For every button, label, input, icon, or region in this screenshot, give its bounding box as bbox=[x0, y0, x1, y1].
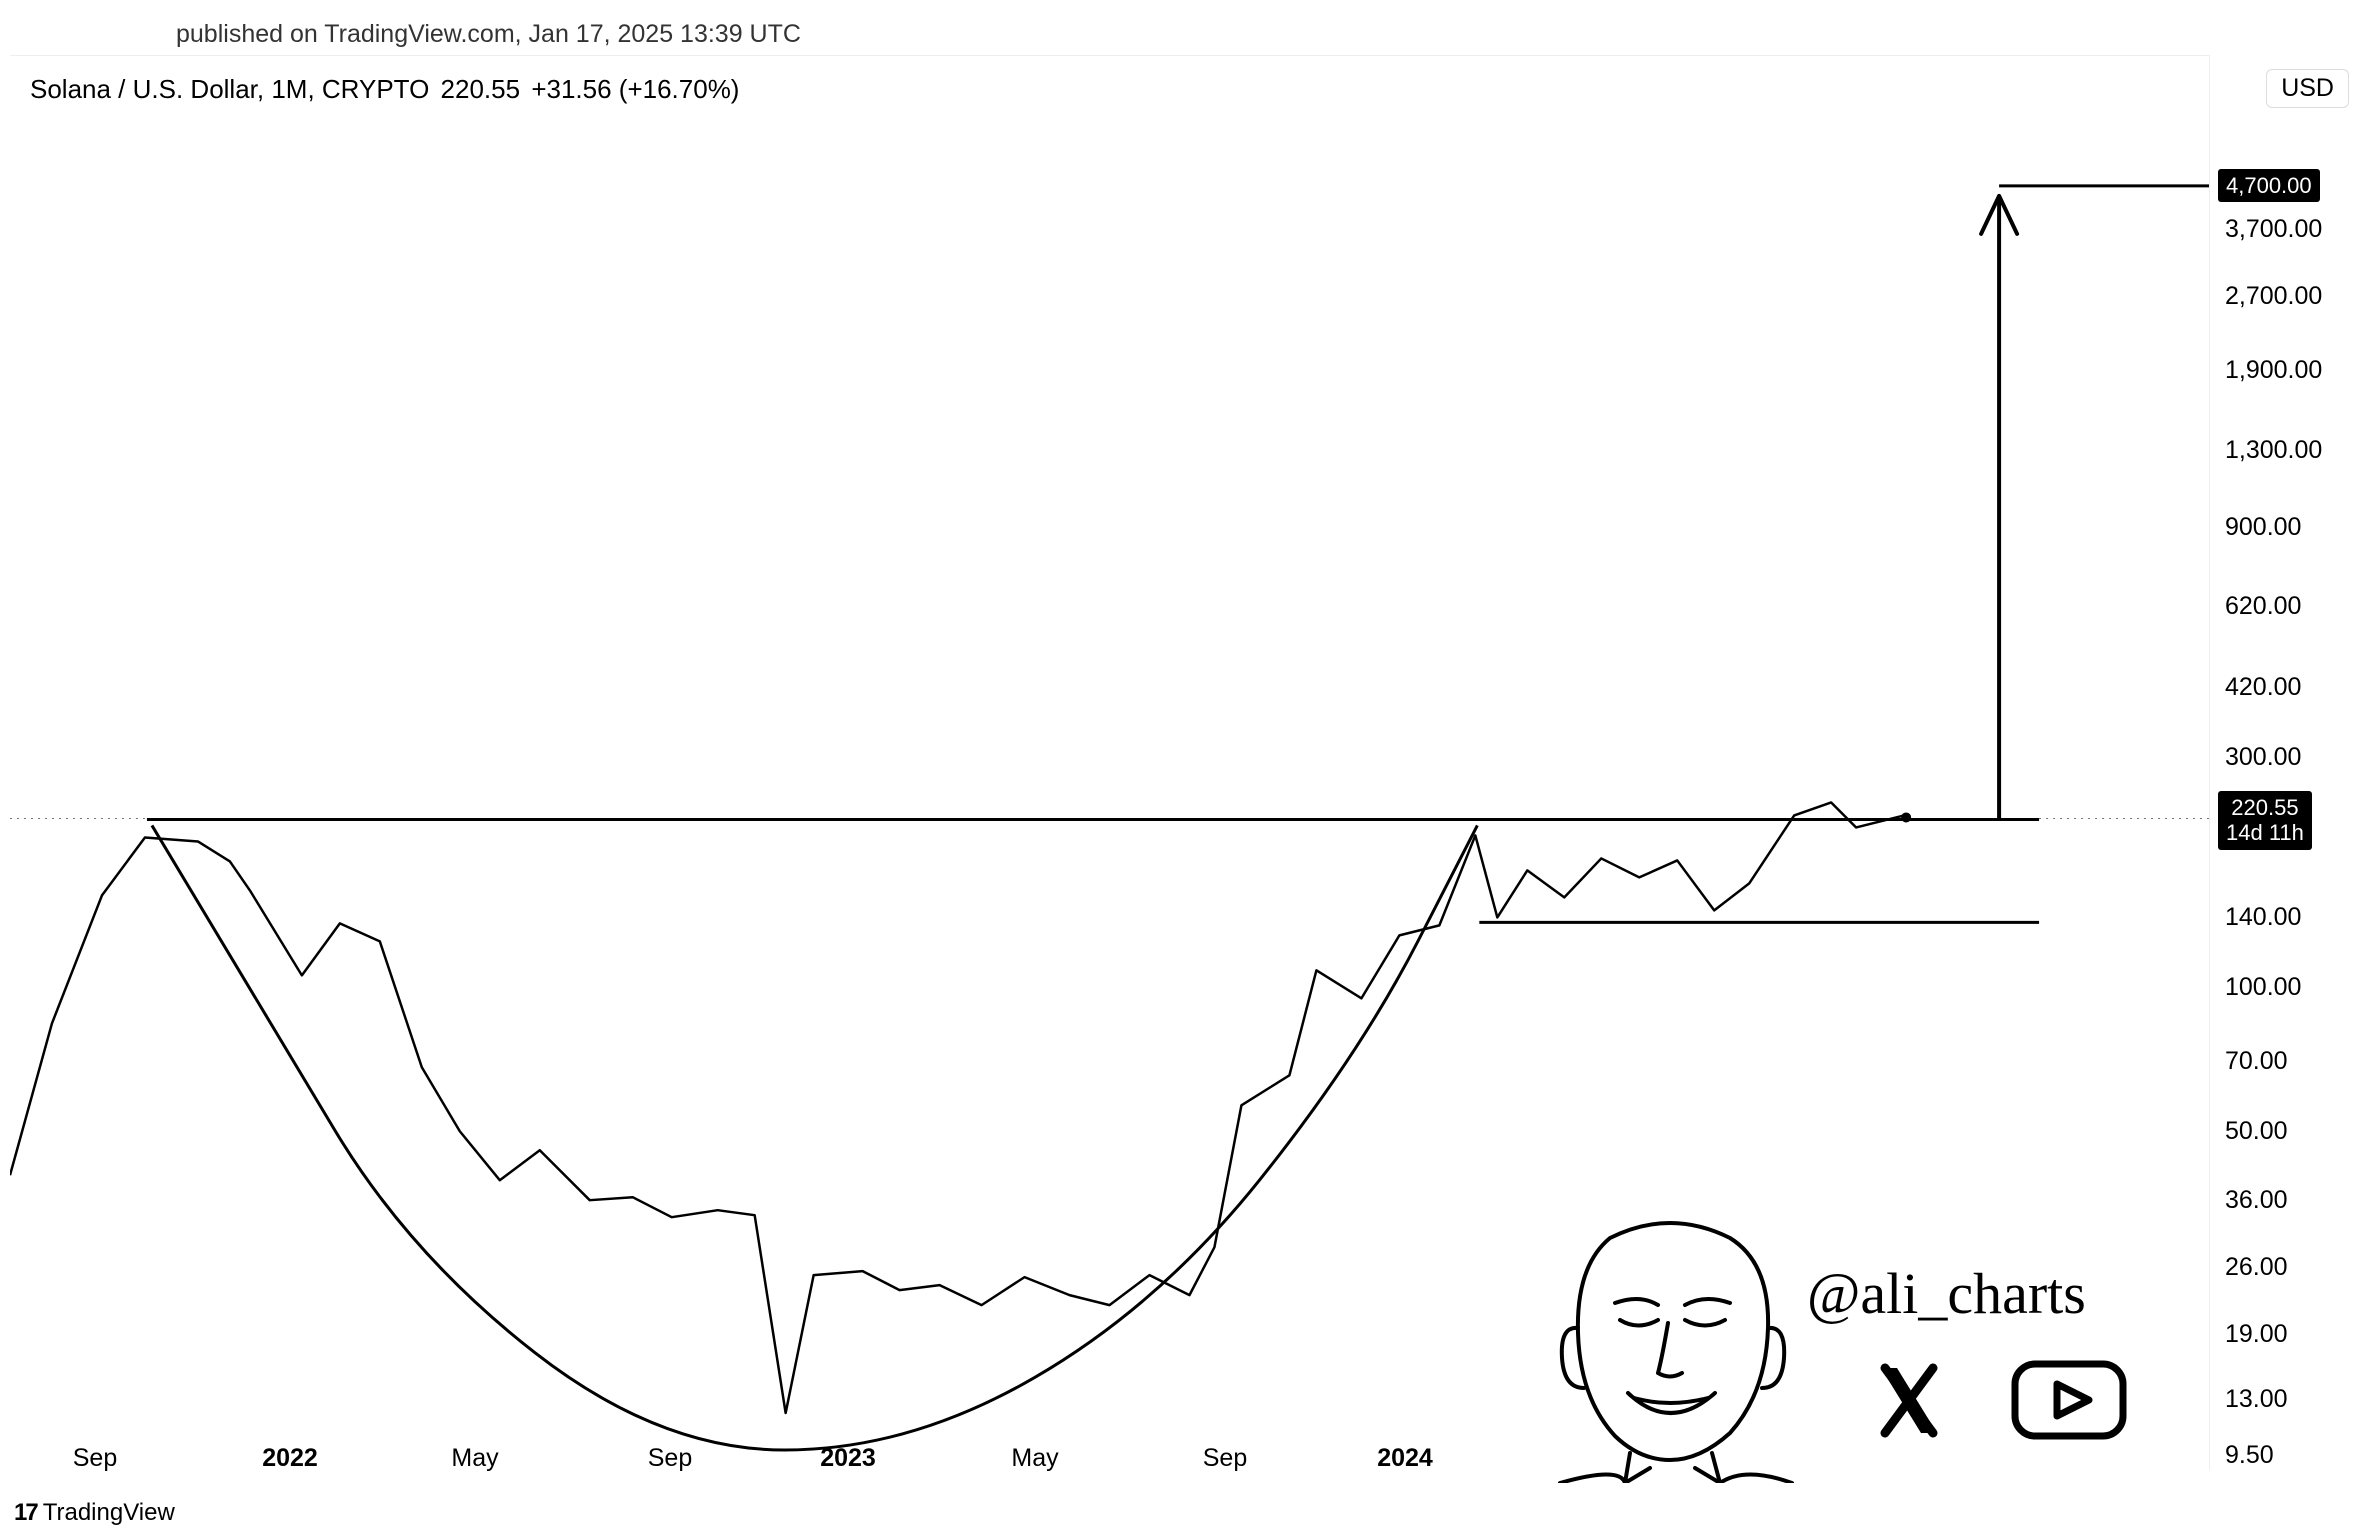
tv-logo-text: TradingView bbox=[43, 1499, 175, 1527]
y-axis-tick: 19.00 bbox=[2225, 1320, 2288, 1349]
x-axis-tick: Sep bbox=[1203, 1444, 1247, 1473]
author-avatar bbox=[1530, 1208, 1810, 1483]
current-price-label: 220.5514d 11h bbox=[2218, 791, 2312, 850]
x-axis-tick: 2024 bbox=[1377, 1444, 1433, 1473]
author-handle: @ali_charts bbox=[1807, 1260, 2086, 1327]
tv-mark-icon: 17 bbox=[14, 1499, 37, 1527]
y-axis-tick: 3,700.00 bbox=[2225, 215, 2322, 244]
y-axis-tick: 50.00 bbox=[2225, 1117, 2288, 1146]
y-axis-tick: 620.00 bbox=[2225, 592, 2301, 621]
y-axis-tick: 420.00 bbox=[2225, 673, 2301, 702]
youtube-icon bbox=[2015, 1364, 2123, 1436]
published-line: published on TradingView.com, Jan 17, 20… bbox=[176, 20, 801, 49]
x-icon bbox=[1881, 1368, 1937, 1433]
x-axis-tick: 2023 bbox=[820, 1444, 876, 1473]
x-axis-tick: May bbox=[451, 1444, 498, 1473]
y-axis: USD 4,700.00 3,700.00 2,700.00 1,900.00 1,30… bbox=[2215, 55, 2355, 1470]
y-axis-tick: 100.00 bbox=[2225, 973, 2301, 1002]
y-axis-tick: 36.00 bbox=[2225, 1186, 2288, 1215]
x-axis-tick: 2022 bbox=[262, 1444, 318, 1473]
y-axis-tick: 1,900.00 bbox=[2225, 356, 2322, 385]
y-axis-tick: 9.50 bbox=[2225, 1441, 2274, 1470]
target-price-label: 4,700.00 bbox=[2218, 169, 2320, 202]
x-axis-tick: Sep bbox=[73, 1444, 117, 1473]
x-axis-tick: Sep bbox=[648, 1444, 692, 1473]
y-axis-tick: 140.00 bbox=[2225, 903, 2301, 932]
chart-svg bbox=[10, 56, 2209, 1470]
x-axis-tick: May bbox=[1011, 1444, 1058, 1473]
y-axis-tick: 1,300.00 bbox=[2225, 436, 2322, 465]
currency-badge[interactable]: USD bbox=[2266, 69, 2349, 108]
y-axis-tick: 300.00 bbox=[2225, 743, 2301, 772]
social-icons bbox=[1875, 1358, 2135, 1453]
y-axis-tick: 70.00 bbox=[2225, 1047, 2288, 1076]
tradingview-logo: 17 TradingView bbox=[14, 1499, 175, 1527]
y-axis-tick: 26.00 bbox=[2225, 1253, 2288, 1282]
y-axis-tick: 900.00 bbox=[2225, 513, 2301, 542]
chart-area[interactable] bbox=[10, 55, 2210, 1470]
y-axis-tick: 13.00 bbox=[2225, 1385, 2288, 1414]
social-icons-svg bbox=[1875, 1358, 2135, 1448]
y-axis-tick: 2,700.00 bbox=[2225, 282, 2322, 311]
